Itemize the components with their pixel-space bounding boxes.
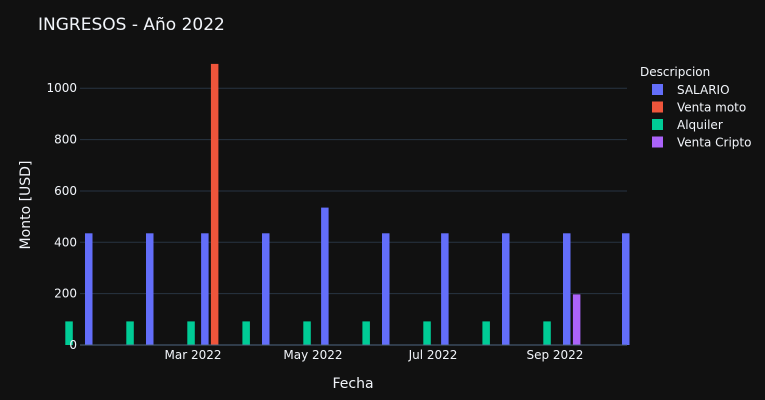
- bar-alquiler: [423, 321, 431, 345]
- bar-salario: [502, 233, 510, 345]
- bar-salario: [85, 233, 93, 345]
- legend-label: Venta Cripto: [677, 136, 751, 150]
- bar-alquiler: [187, 321, 195, 345]
- bar-salario: [201, 233, 209, 345]
- x-tick-label: Mar 2022: [165, 348, 222, 362]
- legend-swatch: [652, 101, 663, 113]
- chart-title: INGRESOS - Año 2022: [38, 15, 225, 35]
- gridlines: [80, 87, 627, 295]
- x-tick-label: Sep 2022: [526, 348, 583, 362]
- bar-alquiler: [482, 321, 490, 345]
- axes: 0 200 400 600 800 1000 Mar 2022 May 2022 Jul 202…: [46, 81, 627, 362]
- legend-swatch: [652, 136, 663, 148]
- y-tick-label: 0: [69, 338, 77, 352]
- bar-alquiler: [303, 321, 311, 345]
- legend: Descripcion SALARIO Venta moto Alquiler Ven…: [640, 65, 751, 150]
- bar-salario: [563, 233, 571, 345]
- legend-title: Descripcion: [640, 65, 710, 79]
- x-tick-label: Jul 2022: [408, 348, 458, 362]
- bar-alquiler: [65, 321, 73, 345]
- legend-label: Venta moto: [677, 101, 746, 115]
- bar-venta-moto: [210, 63, 219, 346]
- bar-alquiler: [242, 321, 250, 345]
- bar-alquiler: [362, 321, 370, 345]
- bar-salario: [441, 233, 449, 345]
- legend-swatch: [652, 84, 663, 95]
- bar-salario: [321, 207, 329, 345]
- bar-salario: [146, 233, 154, 345]
- bar-salario: [622, 233, 630, 345]
- bars: [65, 63, 630, 346]
- bar-salario: [262, 233, 270, 345]
- legend-swatch: [652, 119, 663, 130]
- y-tick-label: 200: [54, 287, 77, 301]
- x-tick-label: May 2022: [283, 348, 342, 362]
- y-tick-label: 600: [54, 184, 77, 198]
- bar-alquiler: [543, 321, 551, 345]
- bar-alquiler: [126, 321, 134, 345]
- y-axis-title: Monto [USD]: [18, 161, 34, 250]
- y-tick-label: 400: [54, 235, 77, 249]
- legend-label: Alquiler: [677, 118, 723, 132]
- x-axis-title: Fecha: [332, 376, 373, 392]
- bar-venta-cripto: [572, 294, 581, 345]
- y-tick-label: 1000: [46, 81, 77, 95]
- bar-salario: [382, 233, 390, 345]
- y-tick-label: 800: [54, 133, 77, 147]
- legend-label: SALARIO: [677, 83, 730, 97]
